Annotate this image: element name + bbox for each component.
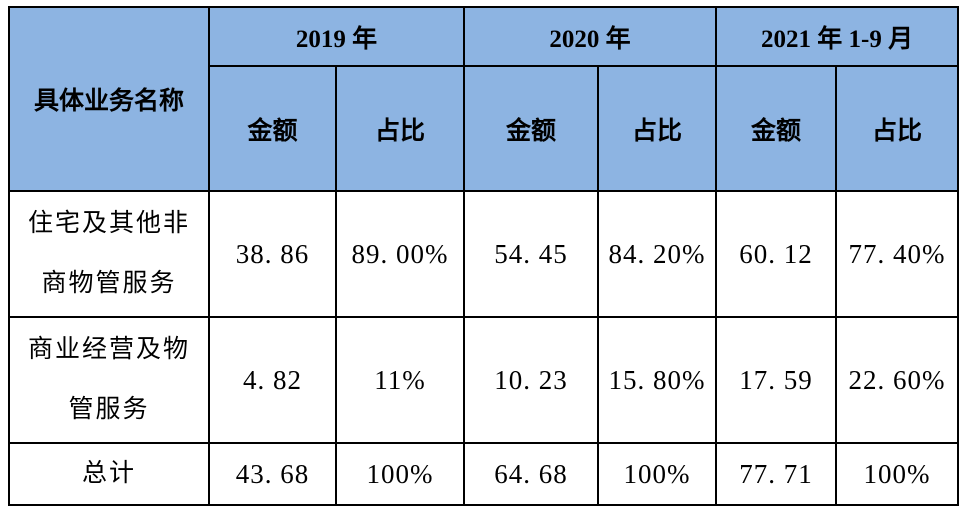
- row-name-line: 商业经营及物: [27, 336, 190, 363]
- amount-cell-2019: 38. 86: [208, 190, 337, 318]
- header-cell-business-name: 具体业务名称: [8, 6, 210, 192]
- ratio-cell-2021: 77. 40%: [835, 190, 960, 318]
- header-cell-amount-2019: 金额: [208, 65, 337, 192]
- row-name-cell: 商业经营及物 管服务: [8, 316, 210, 444]
- ratio-cell-2019: 100%: [334, 442, 466, 506]
- ratio-cell-2020: 100%: [597, 442, 718, 506]
- table-row-commercial: 商业经营及物 管服务 4. 82 11% 10. 23 15. 80% 17. …: [8, 316, 960, 444]
- header-cell-ratio-2020: 占比: [597, 65, 718, 192]
- amount-cell-2019: 43. 68: [208, 442, 337, 506]
- amount-cell-2020: 10. 23: [463, 316, 600, 444]
- row-name-line: 住宅及其他非: [27, 210, 190, 237]
- ratio-cell-2021: 22. 60%: [835, 316, 960, 444]
- ratio-cell-2020: 84. 20%: [597, 190, 718, 318]
- row-name-line: 总计: [81, 460, 136, 487]
- row-name-line: 商物管服务: [41, 270, 177, 297]
- amount-cell-2021: 60. 12: [715, 190, 838, 318]
- row-name-cell: 住宅及其他非 商物管服务: [8, 190, 210, 318]
- amount-cell-2019: 4. 82: [208, 316, 337, 444]
- header-cell-amount-2021: 金额: [715, 65, 838, 192]
- amount-cell-2020: 54. 45: [463, 190, 600, 318]
- header-cell-ratio-2021: 占比: [835, 65, 960, 192]
- header-cell-amount-2020: 金额: [463, 65, 600, 192]
- ratio-cell-2019: 89. 00%: [334, 190, 466, 318]
- business-breakdown-table: 具体业务名称 2019 年 2020 年 2021 年 1-9 月 金额 占比 …: [8, 6, 960, 506]
- table-row-total: 总计 43. 68 100% 64. 68 100% 77. 71 100%: [8, 442, 960, 506]
- ratio-cell-2020: 15. 80%: [597, 316, 718, 444]
- amount-cell-2021: 77. 71: [715, 442, 838, 506]
- header-cell-period-2020: 2020 年: [463, 6, 718, 67]
- ratio-cell-2019: 11%: [334, 316, 466, 444]
- row-name-line: 管服务: [68, 396, 150, 423]
- amount-cell-2020: 64. 68: [463, 442, 600, 506]
- header-row-measures: 金额 占比 金额 占比 金额 占比: [9, 65, 960, 192]
- header-row-periods: 具体业务名称 2019 年 2020 年 2021 年 1-9 月: [8, 6, 960, 192]
- amount-cell-2021: 17. 59: [715, 316, 838, 444]
- header-cell-period-2019: 2019 年: [207, 6, 466, 67]
- table-row-residential: 住宅及其他非 商物管服务 38. 86 89. 00% 54. 45 84. 2…: [8, 190, 960, 318]
- row-name-cell: 总计: [8, 442, 210, 506]
- header-cell-ratio-2019: 占比: [334, 65, 466, 192]
- ratio-cell-2021: 100%: [835, 442, 960, 506]
- header-cell-period-2021: 2021 年 1-9 月: [715, 6, 960, 67]
